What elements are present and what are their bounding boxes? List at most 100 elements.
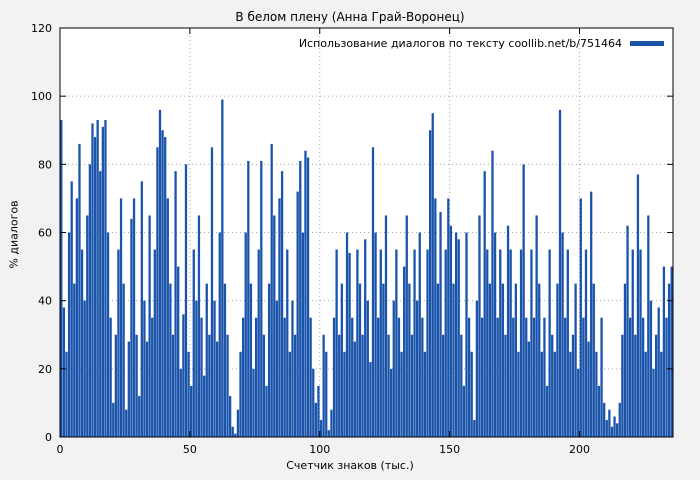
- y-tick-label: 60: [38, 227, 52, 240]
- bar: [470, 351, 473, 437]
- bar: [182, 314, 185, 437]
- bar: [667, 283, 671, 437]
- bar: [364, 239, 367, 437]
- bar: [545, 385, 549, 437]
- bar: [538, 283, 541, 437]
- bar: [597, 385, 601, 437]
- bar: [644, 351, 647, 437]
- bar: [112, 402, 115, 437]
- bar: [462, 385, 466, 437]
- bar: [80, 249, 84, 437]
- bar: [301, 232, 305, 437]
- bar: [439, 212, 442, 437]
- bar: [499, 249, 502, 437]
- bar: [395, 249, 398, 437]
- bar: [335, 249, 338, 437]
- bar: [610, 426, 614, 437]
- bar: [151, 317, 154, 437]
- bar: [379, 249, 382, 437]
- bar: [553, 351, 556, 437]
- x-tick-label: 150: [439, 443, 460, 456]
- bar: [652, 368, 655, 437]
- bar: [200, 317, 203, 437]
- bar: [73, 283, 76, 437]
- bar: [67, 232, 71, 437]
- bar: [592, 283, 595, 437]
- bar: [621, 334, 624, 437]
- bar: [125, 409, 128, 437]
- bar: [291, 300, 294, 437]
- bar: [353, 341, 356, 437]
- bar: [252, 368, 255, 437]
- bar: [512, 317, 515, 437]
- bar: [228, 396, 232, 437]
- bar: [569, 351, 572, 437]
- bar: [190, 385, 193, 437]
- bar: [600, 317, 603, 437]
- bar: [161, 130, 164, 437]
- bar: [454, 232, 458, 437]
- bar: [369, 362, 372, 437]
- bar: [179, 368, 182, 437]
- bar: [649, 300, 653, 437]
- bar: [309, 317, 312, 437]
- bar: [421, 317, 424, 437]
- bar: [371, 147, 375, 437]
- bar: [62, 307, 66, 437]
- bar: [566, 249, 569, 437]
- bar: [670, 266, 673, 437]
- bar: [221, 99, 224, 437]
- bar: [522, 164, 525, 438]
- bar: [293, 334, 297, 437]
- bar: [143, 300, 146, 437]
- bar: [236, 409, 240, 437]
- bar: [156, 147, 159, 437]
- bar: [436, 283, 440, 437]
- bar: [647, 215, 650, 437]
- bar: [405, 215, 408, 437]
- bar: [556, 283, 559, 437]
- bar: [618, 402, 621, 437]
- y-tick-label: 100: [31, 90, 52, 103]
- bar: [418, 232, 421, 437]
- bar: [486, 249, 489, 437]
- bar: [93, 137, 97, 438]
- bar: [457, 239, 460, 437]
- bar: [114, 334, 117, 437]
- bar: [467, 317, 471, 437]
- bar: [322, 334, 325, 437]
- bar: [584, 249, 588, 437]
- bar: [514, 283, 517, 437]
- bar: [527, 341, 530, 437]
- bar: [605, 419, 608, 437]
- bar: [434, 198, 437, 437]
- bar: [210, 147, 214, 437]
- bar: [403, 266, 406, 437]
- bar: [205, 283, 208, 437]
- bar: [106, 232, 110, 437]
- bar: [216, 341, 219, 437]
- bar: [444, 249, 447, 437]
- bar: [262, 334, 266, 437]
- bar: [532, 317, 536, 437]
- bar: [127, 341, 130, 437]
- bar: [338, 334, 341, 437]
- bar: [574, 283, 577, 437]
- bar: [166, 198, 169, 437]
- bar: [377, 317, 380, 437]
- bar: [519, 249, 523, 437]
- bar: [517, 351, 520, 437]
- bar: [132, 198, 136, 437]
- bar: [587, 341, 590, 437]
- bar: [501, 283, 505, 437]
- bar: [332, 317, 336, 437]
- bar: [639, 249, 642, 437]
- bar: [452, 283, 455, 437]
- bar: [613, 416, 616, 437]
- bar: [223, 283, 227, 437]
- bar: [397, 317, 401, 437]
- bar: [571, 334, 575, 437]
- bar: [283, 317, 286, 437]
- bar: [153, 249, 156, 437]
- bar: [317, 385, 320, 437]
